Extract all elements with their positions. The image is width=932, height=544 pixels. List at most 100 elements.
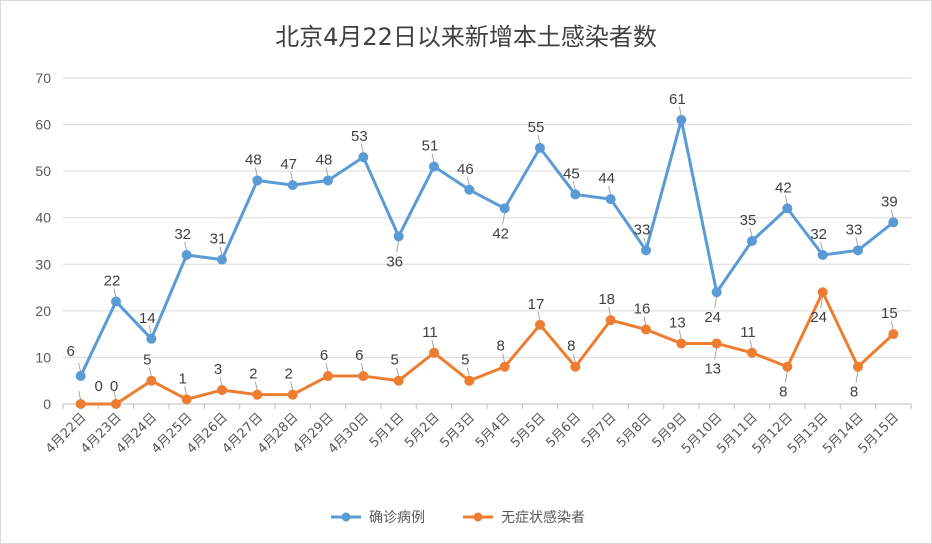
data-point: [181, 249, 192, 260]
y-tick-label: 30: [35, 256, 51, 272]
chart-title: 北京4月22日以来新增本土感染者数: [275, 23, 657, 51]
data-label: 39: [881, 193, 898, 210]
x-tick-label: 5月2日: [402, 410, 443, 451]
legend-marker-2: [473, 512, 483, 522]
x-axis: [62, 403, 912, 409]
y-tick-label: 20: [35, 303, 51, 319]
data-label: 33: [846, 221, 863, 238]
x-tick-label: 5月7日: [579, 410, 620, 451]
data-point: [676, 338, 687, 349]
data-point: [782, 361, 793, 372]
leader-line: [572, 353, 576, 363]
data-point: [641, 324, 651, 335]
data-point: [747, 347, 757, 358]
leader-line: [855, 370, 859, 383]
data-point: [641, 245, 651, 256]
data-point: [464, 184, 475, 195]
x-tick-label: 5月8日: [614, 410, 655, 451]
data-point: [358, 152, 369, 163]
data-label: 8: [779, 384, 787, 401]
data-point: [535, 142, 545, 153]
data-label: 17: [528, 296, 545, 313]
data-label: 18: [598, 291, 615, 308]
leader-line: [360, 144, 364, 154]
leader-line: [148, 367, 152, 377]
data-label: 5: [461, 352, 469, 369]
leader-line: [749, 339, 753, 349]
data-point: [605, 315, 616, 326]
y-tick-label: 50: [35, 163, 51, 179]
leader-line: [396, 240, 400, 253]
data-label: 11: [422, 324, 438, 341]
data-label: 3: [214, 361, 222, 378]
data-label: 6: [66, 343, 74, 360]
leader-line: [254, 381, 258, 391]
data-point: [853, 361, 863, 372]
leader-line: [502, 212, 506, 225]
data-label: 6: [320, 347, 328, 364]
data-label: 5: [143, 352, 151, 369]
leader-line: [325, 362, 329, 373]
leader-line: [890, 321, 894, 331]
y-tick-label: 10: [35, 349, 51, 365]
leader-line: [78, 390, 82, 401]
data-point: [535, 319, 545, 330]
data-label: 8: [496, 338, 504, 355]
data-point: [181, 394, 192, 405]
data-point: [323, 175, 333, 186]
data-label: 44: [598, 170, 615, 187]
data-label: 0: [94, 378, 102, 395]
leader-line: [784, 195, 788, 205]
leader-line: [148, 325, 152, 335]
data-point: [146, 333, 157, 344]
leader-line: [502, 353, 506, 363]
data-label: 24: [810, 309, 827, 326]
data-label: 1: [178, 370, 186, 387]
data-point: [676, 114, 687, 125]
leader-line: [678, 330, 682, 340]
leader-line: [749, 227, 753, 238]
data-label: 45: [563, 165, 580, 182]
data-point: [75, 371, 86, 382]
y-axis-ticks: 0 10 20 30 40 50 60 70: [35, 70, 51, 412]
data-label: 2: [249, 366, 257, 383]
data-label: 61: [669, 91, 686, 108]
leader-line: [396, 367, 400, 377]
data-label: 15: [881, 305, 898, 322]
leader-line: [608, 185, 612, 196]
leader-line: [219, 246, 223, 256]
data-label: 33: [634, 221, 651, 238]
data-point: [217, 385, 227, 396]
leader-line: [290, 381, 294, 391]
leader-line: [643, 316, 647, 326]
data-point: [782, 203, 793, 214]
y-tick-label: 70: [35, 70, 51, 86]
data-point: [711, 287, 722, 298]
data-label: 46: [457, 161, 474, 178]
leader-line: [890, 209, 894, 219]
leader-line: [714, 347, 718, 360]
x-tick-label: 5月4日: [473, 410, 514, 451]
data-label: 35: [740, 212, 757, 229]
series-line-1: [79, 118, 895, 377]
data-point: [888, 329, 899, 340]
data-point: [570, 189, 581, 200]
leader-line: [678, 106, 682, 117]
x-tick-label: 5月5日: [508, 410, 549, 451]
series-line-2: [80, 290, 895, 406]
leader-line: [537, 134, 541, 144]
leader-line: [290, 172, 294, 182]
leader-line: [360, 362, 364, 373]
data-label: 13: [704, 360, 721, 377]
leader-line: [537, 311, 541, 321]
data-point: [499, 203, 510, 214]
data-label: 42: [775, 179, 792, 196]
data-label: 2: [284, 366, 292, 383]
data-point: [393, 375, 404, 386]
data-point: [464, 375, 475, 386]
leader-line: [325, 167, 329, 177]
leader-line: [254, 167, 258, 177]
